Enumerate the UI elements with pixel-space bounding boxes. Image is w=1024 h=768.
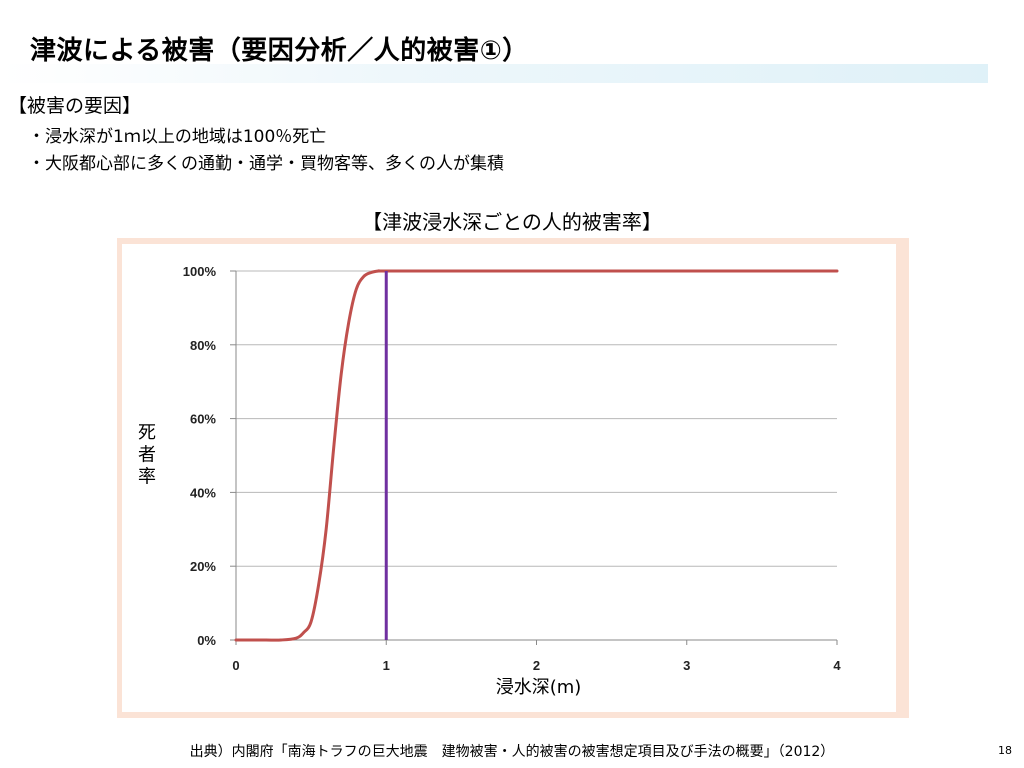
bullet-item: ・大阪都心部に多くの通勤・通学・買物客等、多くの人が集積: [28, 154, 504, 174]
x-tick-label: 0: [232, 658, 239, 673]
plot-background: [122, 244, 896, 712]
y-tick-label: 60%: [190, 412, 216, 427]
chart: 0% 20% 40% 60% 80% 100% 0 1 2 3 4 浸水深(m) 死者率: [122, 244, 896, 712]
section-heading: 【被害の要因】: [8, 95, 142, 117]
y-tick-label: 100%: [183, 264, 217, 279]
y-axis-title-char: 率: [138, 467, 156, 488]
x-axis-title: 浸水深(m): [496, 677, 582, 698]
y-tick-label: 0%: [197, 633, 216, 648]
y-tick-label: 20%: [190, 559, 216, 574]
title-underline-bar: [0, 64, 988, 83]
y-axis-title-char: 者: [138, 445, 156, 466]
bullet-item: ・浸水深が1ｍ以上の地域は100％死亡: [28, 127, 327, 147]
x-tick-label: 2: [533, 658, 540, 673]
slide-title: 津波による被害（要因分析／人的被害①）: [30, 36, 529, 66]
tick-labels: 0% 20% 40% 60% 80% 100% 0 1 2 3 4 浸水深(m) 死者率: [138, 264, 841, 698]
y-axis-title: 死者率: [138, 423, 156, 488]
y-axis-title-char: 死: [138, 423, 156, 444]
y-tick-label: 40%: [190, 485, 216, 500]
axes: [230, 270, 838, 645]
series-layer: [234, 269, 839, 642]
series-line: [234, 269, 839, 642]
x-tick-label: 1: [383, 658, 390, 673]
bullet-list: ・浸水深が1ｍ以上の地域は100％死亡 ・大阪都心部に多くの通勤・通学・買物客等…: [28, 124, 504, 178]
x-tick-label: 3: [683, 658, 690, 673]
y-tick-label: 80%: [190, 338, 216, 353]
page-number: 18: [998, 744, 1012, 757]
chart-heading: 【津波浸水深ごとの人的被害率】: [362, 210, 662, 234]
x-tick-label: 4: [833, 658, 841, 673]
source-citation: 出典）内閣府「南海トラフの巨大地震 建物被害・人的被害の被害想定項目及び手法の概…: [189, 744, 835, 760]
